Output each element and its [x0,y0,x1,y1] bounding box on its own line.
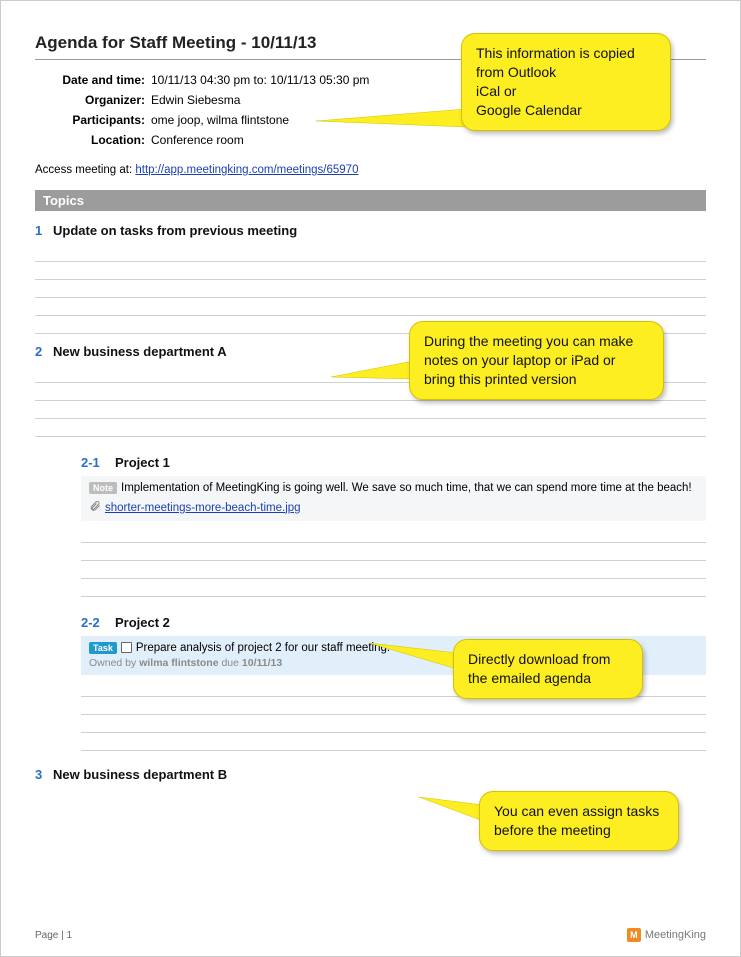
callout-tail-icon [369,639,457,669]
topic-number: 3 [35,767,53,782]
callout-tail-icon [331,361,413,387]
task-tag: Task [89,642,117,654]
logo-icon: M [627,928,641,942]
note-text: Implementation of MeetingKing is going w… [121,482,692,494]
callout-notes-info: During the meeting you can make notes on… [409,321,664,400]
note-tag: Note [89,482,117,494]
topic-number: 2-1 [81,455,115,470]
meta-participants-label: Participants: [55,110,151,130]
access-line: Access meeting at: http://app.meetingkin… [35,164,706,176]
meta-location-label: Location: [55,130,151,150]
topic-1: 1 Update on tasks from previous meeting [35,223,706,334]
meta-date-label: Date and time: [55,70,151,90]
meta-organizer-value: Edwin Siebesma [151,90,369,110]
brand-name: MeetingKing [645,929,706,941]
topic-title: New business department A [53,344,227,359]
topics-header: Topics [35,190,706,211]
footer: Page | 1 M MeetingKing [35,928,706,942]
topic-title: Update on tasks from previous meeting [53,223,297,238]
brand-logo: M MeetingKing [627,928,706,942]
paperclip-icon [89,500,101,515]
meta-date-value: 10/11/13 04:30 pm to: 10/11/13 05:30 pm [151,70,369,90]
callout-download-info: Directly download from the emailed agend… [453,639,643,699]
attachment-link[interactable]: shorter-meetings-more-beach-time.jpg [105,502,301,514]
due-prefix: due [219,657,242,669]
topic-3: 3 New business department B [35,767,706,782]
note-box: Note Implementation of MeetingKing is goi… [81,476,706,521]
topic-title: Project 1 [115,455,170,470]
page-number: Page | 1 [35,930,72,941]
callout-tasks-info: You can even assign tasks before the mee… [479,791,679,851]
task-owner: wilma flintstone [139,657,218,669]
topic-title: Project 2 [115,615,170,630]
topic-number: 2-2 [81,615,115,630]
access-link[interactable]: http://app.meetingking.com/meetings/6597… [135,164,358,176]
note-lines [81,525,706,597]
subtopic-2-1: 2-1 Project 1 Note Implementation of Meet… [81,455,706,597]
task-due: 10/11/13 [242,657,282,669]
meta-organizer-label: Organizer: [55,90,151,110]
access-prefix: Access meeting at: [35,164,135,176]
callout-tail-icon [419,793,483,821]
task-checkbox[interactable] [121,642,132,653]
topic-number: 1 [35,223,53,238]
owner-prefix: Owned by [89,657,139,669]
topic-title: New business department B [53,767,227,782]
callout-tail-icon [316,109,466,149]
task-text: Prepare analysis of project 2 for our st… [136,642,390,654]
topic-number: 2 [35,344,53,359]
callout-calendar-info: This information is copied from Outlooki… [461,33,671,131]
